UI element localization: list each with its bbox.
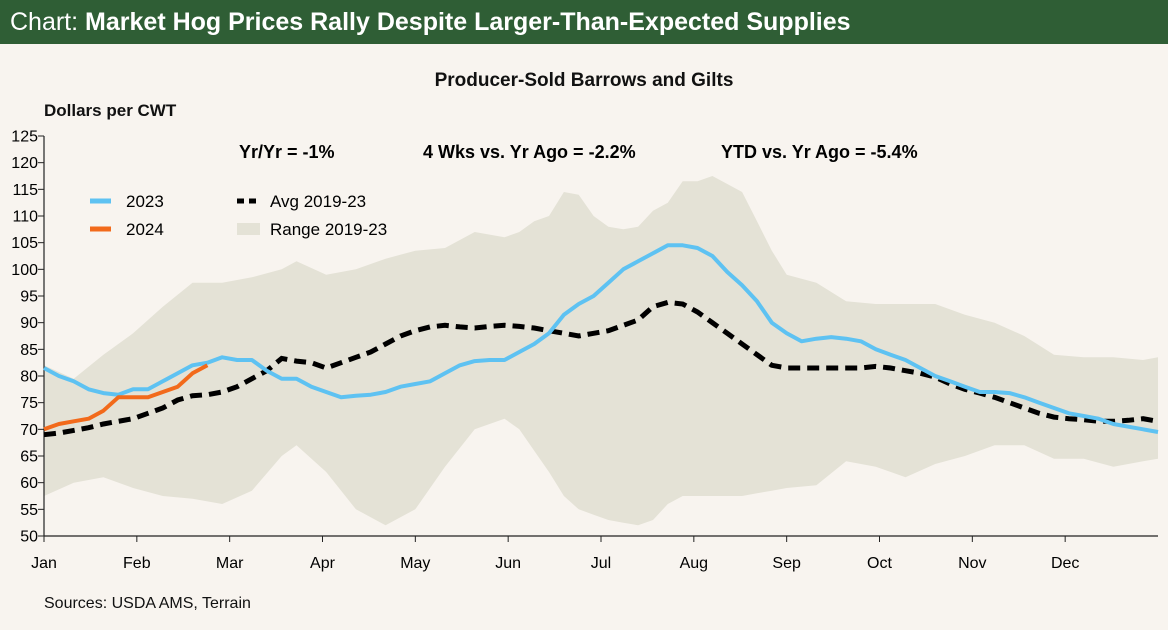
chart-main-title: Chart: Market Hog Prices Rally Despite L…	[10, 7, 851, 37]
y-tick-label: 90	[20, 315, 38, 332]
header-title: Market Hog Prices Rally Despite Larger-T…	[85, 8, 851, 36]
y-tick-label: 65	[20, 449, 38, 466]
y-tick-label: 115	[12, 182, 38, 199]
stat-four-week: 4 Wks vs. Yr Ago = -2.2%	[423, 142, 636, 162]
y-tick-label: 85	[20, 342, 38, 359]
series-2023-line	[43, 243, 1159, 434]
x-tick-label: Jan	[31, 555, 57, 572]
y-tick-label: 50	[20, 529, 38, 546]
x-tick-label: Aug	[680, 555, 708, 572]
x-tick-label: Sep	[772, 555, 801, 572]
x-tick-label: Oct	[867, 555, 892, 572]
series-2024-line	[43, 363, 209, 432]
y-tick-label: 100	[11, 262, 38, 279]
y-tick-label: 95	[20, 289, 38, 306]
y-tick-label: 120	[11, 155, 38, 172]
legend-2024-label: 2024	[126, 220, 164, 239]
header-lead: Chart:	[10, 8, 79, 36]
y-tick-label: 60	[20, 475, 38, 492]
y-tick-label: 75	[20, 395, 38, 412]
y-tick-label: 70	[20, 422, 38, 439]
chart-header: Chart: Market Hog Prices Rally Despite L…	[0, 0, 1168, 44]
y-axis-label: Dollars per CWT	[44, 101, 177, 120]
stat-ytd: YTD vs. Yr Ago = -5.4%	[721, 142, 918, 162]
chart-subtitle: Producer-Sold Barrows and Gilts	[434, 70, 734, 91]
x-tick-label: Mar	[216, 555, 244, 572]
legend-range-label: Range 2019-23	[270, 220, 387, 239]
y-tick-label: 110	[12, 209, 38, 226]
x-tick-label: May	[400, 555, 430, 572]
y-tick-label: 105	[11, 235, 38, 252]
legend-range-swatch	[237, 223, 260, 235]
y-tick-label: 80	[20, 369, 38, 386]
x-tick-label: Dec	[1051, 555, 1079, 572]
range-band	[44, 176, 1158, 526]
x-tick-label: Nov	[958, 555, 986, 572]
y-tick-label: 125	[11, 129, 38, 146]
x-tick-label: Feb	[123, 555, 151, 572]
x-tick-label: Jun	[495, 555, 521, 572]
series-avg-line	[43, 299, 1159, 438]
stat-yoy: Yr/Yr = -1%	[239, 142, 335, 162]
x-tick-label: Apr	[310, 555, 336, 572]
source-note: Sources: USDA AMS, Terrain	[44, 595, 251, 612]
y-tick-label: 55	[20, 502, 38, 519]
legend-avg-label: Avg 2019-23	[270, 192, 366, 211]
x-tick-label: Jul	[591, 555, 611, 572]
legend-2023-label: 2023	[126, 192, 164, 211]
